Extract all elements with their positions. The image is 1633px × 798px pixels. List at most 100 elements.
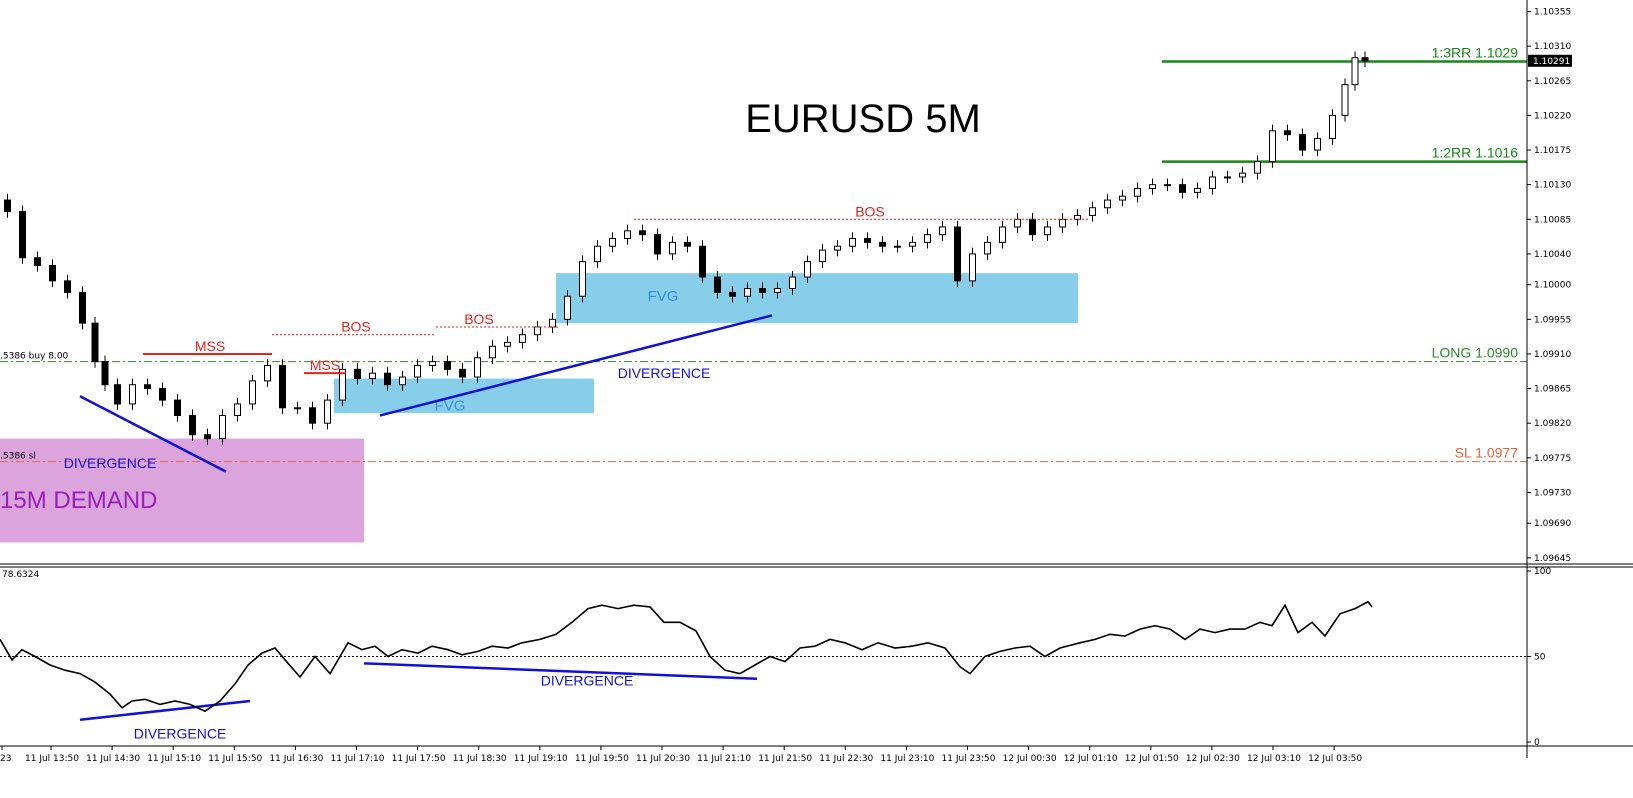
candle-body	[414, 364, 421, 378]
price-tick-label: 1.10130	[1534, 181, 1571, 191]
candle-body	[64, 280, 71, 293]
candle-body	[19, 211, 26, 259]
candle-body	[1209, 176, 1216, 190]
candle-body	[699, 245, 706, 278]
osc-tick-label: 100	[1534, 567, 1551, 577]
time-tick-label: 11 Jul 17:10	[331, 754, 385, 764]
zone-label: FVG	[648, 288, 679, 305]
chart-title: EURUSD 5M	[745, 97, 981, 141]
candle-body	[114, 384, 121, 405]
candles-layer	[4, 51, 1369, 445]
candle-body	[594, 245, 601, 263]
candle-body	[1074, 214, 1081, 220]
price-tick-label: 1.09690	[1534, 519, 1571, 529]
candle-body	[969, 253, 976, 282]
candle-body	[91, 322, 99, 363]
candle-body	[1341, 84, 1349, 116]
candle-body	[1029, 218, 1036, 236]
candle-body	[819, 249, 826, 263]
order-buy-label: .5386 buy 8.00	[0, 352, 69, 362]
candle-body	[339, 368, 346, 401]
level-label: LONG 1.0990	[1432, 345, 1519, 361]
time-tick-label: 11 Jul 21:50	[758, 754, 812, 764]
price-tick-label: 1.09775	[1534, 454, 1571, 464]
price-tick-label: 1.10000	[1534, 281, 1571, 291]
axes-layer: 1.10355 1.10310 1.10265 1.10220 1.10175 1.101…	[0, 0, 1633, 764]
bos-label: BOS	[341, 319, 371, 335]
time-tick-label: 11 Jul 14:30	[86, 754, 140, 764]
time-tick-label: 11 Jul 16:30	[269, 754, 323, 764]
divergence-line	[379, 314, 773, 417]
candle-body	[1224, 176, 1231, 179]
zone-rect	[0, 438, 364, 543]
candle-body	[504, 341, 511, 347]
current-price-label: 1.10291	[1533, 57, 1570, 67]
candle-body	[324, 399, 331, 424]
time-tick-label: 23	[0, 754, 11, 764]
candle-body	[639, 230, 646, 236]
candle-body	[924, 234, 931, 243]
candle-body	[429, 361, 436, 366]
candle-body	[984, 241, 991, 255]
price-tick-label: 1.10085	[1534, 215, 1571, 225]
candle-body	[579, 261, 586, 297]
osc-tick-label: 50	[1534, 653, 1546, 663]
candle-body	[1239, 172, 1246, 178]
candle-body	[159, 388, 166, 401]
candle-body	[79, 291, 86, 324]
candle-body	[1361, 57, 1369, 62]
candle-body	[294, 407, 301, 410]
candle-body	[684, 241, 691, 247]
levels-layer: 1:3RR 1.1029 1:2RR 1.1016 LONG 1.0990 SL 1.…	[0, 45, 1527, 463]
candle-body	[444, 361, 451, 370]
candle-body	[101, 361, 109, 386]
divergence-label: DIVERGENCE	[134, 726, 227, 742]
candle-body	[249, 380, 256, 405]
candle-body	[789, 276, 796, 290]
candle-body	[549, 318, 556, 328]
divergence-label: DIVERGENCE	[618, 365, 711, 381]
candle-body	[729, 291, 736, 297]
candle-body	[279, 364, 286, 409]
candle-body	[879, 241, 886, 247]
candle-body	[1179, 184, 1186, 193]
time-tick-label: 12 Jul 02:30	[1186, 754, 1240, 764]
candle-body	[369, 372, 376, 380]
current-price-box	[1528, 54, 1572, 67]
candle-body	[234, 403, 241, 416]
level-label: SL 1.0977	[1455, 445, 1519, 461]
price-tick-label: 1.09955	[1534, 315, 1571, 325]
time-tick-label: 11 Jul 22:30	[819, 754, 873, 764]
price-tick-label: 1.09820	[1534, 419, 1571, 429]
candle-body	[1299, 134, 1306, 151]
candle-body	[624, 230, 631, 240]
zone-rect	[556, 273, 1078, 324]
price-tick-label: 1.10355	[1534, 8, 1571, 18]
candle-body	[474, 357, 481, 378]
time-tick-label: 12 Jul 01:50	[1125, 754, 1179, 764]
zone-rect	[334, 378, 594, 414]
level-label: 1:3RR 1.1029	[1432, 45, 1519, 61]
candle-body	[264, 364, 271, 382]
candle-body	[834, 245, 841, 251]
candle-body	[34, 257, 41, 266]
candle-body	[219, 414, 226, 440]
candle-body	[309, 407, 316, 424]
bos-label: BOS	[855, 203, 885, 219]
candle-body	[1194, 188, 1201, 193]
candle-body	[49, 264, 56, 282]
candle-body	[174, 399, 181, 416]
candle-body	[1134, 188, 1141, 197]
osc-tick-label: 0	[1534, 738, 1540, 748]
mss-label: MSS	[195, 338, 225, 354]
price-tick-label: 1.09730	[1534, 488, 1571, 498]
candle-body	[714, 276, 721, 293]
candle-body	[1044, 226, 1051, 236]
candle-body	[144, 384, 151, 390]
price-tick-label: 1.10040	[1534, 250, 1571, 260]
candle-body	[909, 241, 916, 247]
time-tick-label: 12 Jul 00:30	[1003, 754, 1057, 764]
price-tick-label: 1.09645	[1534, 554, 1571, 564]
annotations-layer: MSS MSS BOS BOS BOS DIVERGENCE DIVERGENCE DIVER…	[64, 97, 1090, 742]
